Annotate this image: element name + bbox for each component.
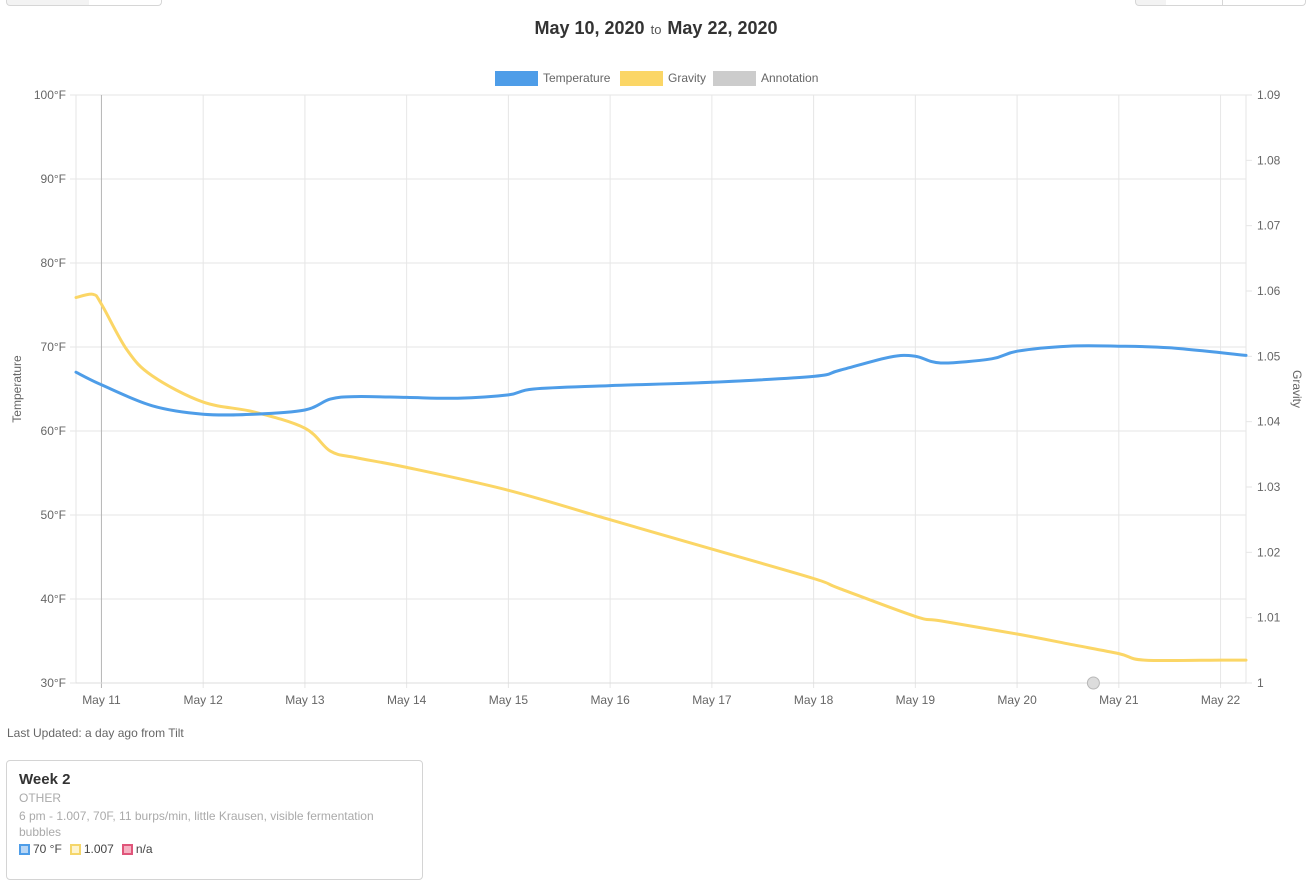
view-toggle-left-a[interactable] [6,0,90,6]
gravity-series-line [74,292,1248,663]
y-left-tick-label: 30°F [41,676,66,690]
card-annotation: n/a [121,842,153,856]
y-right-tick-label: 1.08 [1257,153,1281,167]
zoom-toggle-a[interactable] [1135,0,1167,6]
y-right-tick-label: 1 [1257,676,1264,690]
x-tick-label: May 19 [896,693,936,707]
x-tick-label: May 21 [1099,693,1139,707]
annotation-swatch-icon [121,843,133,855]
legend-swatch-annotation [713,71,756,86]
annotation-card[interactable]: Week 2 OTHER 6 pm - 1.007, 70F, 11 burps… [6,760,423,880]
x-tick-label: May 15 [489,693,529,707]
y-right-tick-label: 1.02 [1257,545,1281,559]
y-left-tick-label: 60°F [41,424,66,438]
zoom-toggle-b[interactable] [1166,0,1223,6]
y-left-tick-label: 70°F [41,340,66,354]
range-start: May 10, 2020 [534,18,645,38]
last-updated-text: Last Updated: a day ago from Tilt [7,726,184,740]
range-end: May 22, 2020 [667,18,778,38]
annotation-marker [1086,676,1100,690]
legend-label-gravity: Gravity [668,71,706,85]
x-tick-label: May 12 [183,693,223,707]
zoom-toggle-c[interactable] [1223,0,1306,6]
x-tick-label: May 13 [285,693,325,707]
y-right-axis-title: Gravity [1290,370,1304,408]
x-tick-label: May 20 [997,693,1037,707]
x-tick-label: May 22 [1201,693,1241,707]
y-right-tick-label: 1.07 [1257,219,1281,233]
y-left-tick-label: 90°F [41,172,66,186]
card-gravity-value: 1.007 [83,842,114,856]
x-tick-label: May 17 [692,693,732,707]
y-right-tick-label: 1.01 [1257,611,1281,625]
temperature-swatch-icon [19,843,30,855]
y-left-tick-label: 80°F [41,256,66,270]
legend-swatch-gravity [620,71,663,86]
card-temperature-value: 70 °F [33,842,62,856]
card-category: OTHER [19,791,61,805]
y-right-tick-label: 1.03 [1257,480,1281,494]
y-right-tick-label: 1.05 [1257,349,1281,363]
card-stats: 70 °F 1.007 n/a [19,842,410,856]
card-gravity: 1.007 [69,842,114,856]
card-temperature: 70 °F [19,842,62,856]
view-toggle-left-b[interactable] [89,0,162,6]
x-tick-label: May 18 [794,693,834,707]
legend-label-temperature: Temperature [543,71,611,85]
y-right-tick-label: 1.09 [1257,88,1281,102]
range-connector: to [650,22,662,37]
card-annotation-value: n/a [135,842,153,856]
x-tick-label: May 16 [590,693,630,707]
y-left-tick-label: 100°F [34,88,66,102]
y-right-tick-label: 1.04 [1257,415,1281,429]
y-left-tick-label: 50°F [41,508,66,522]
y-left-axis-title: Temperature [10,355,24,423]
x-tick-label: May 14 [387,693,427,707]
card-note: 6 pm - 1.007, 70F, 11 burps/min, little … [19,809,374,839]
gravity-swatch-icon [69,843,81,855]
temperature-series-line [74,344,1248,417]
card-title: Week 2 [19,771,71,788]
x-tick-label: May 11 [82,693,121,707]
fermentation-chart[interactable]: 100°F 90°F 80°F 70°F 60°F 50°F 40°F 30°F 1.09 1.0… [0,60,1312,715]
date-range-header: May 10, 2020 to May 22, 2020 [0,18,1312,39]
legend-swatch-temperature [495,71,538,86]
legend-label-annotation: Annotation [761,71,818,85]
y-left-tick-label: 40°F [41,592,66,606]
y-right-tick-label: 1.06 [1257,284,1281,298]
